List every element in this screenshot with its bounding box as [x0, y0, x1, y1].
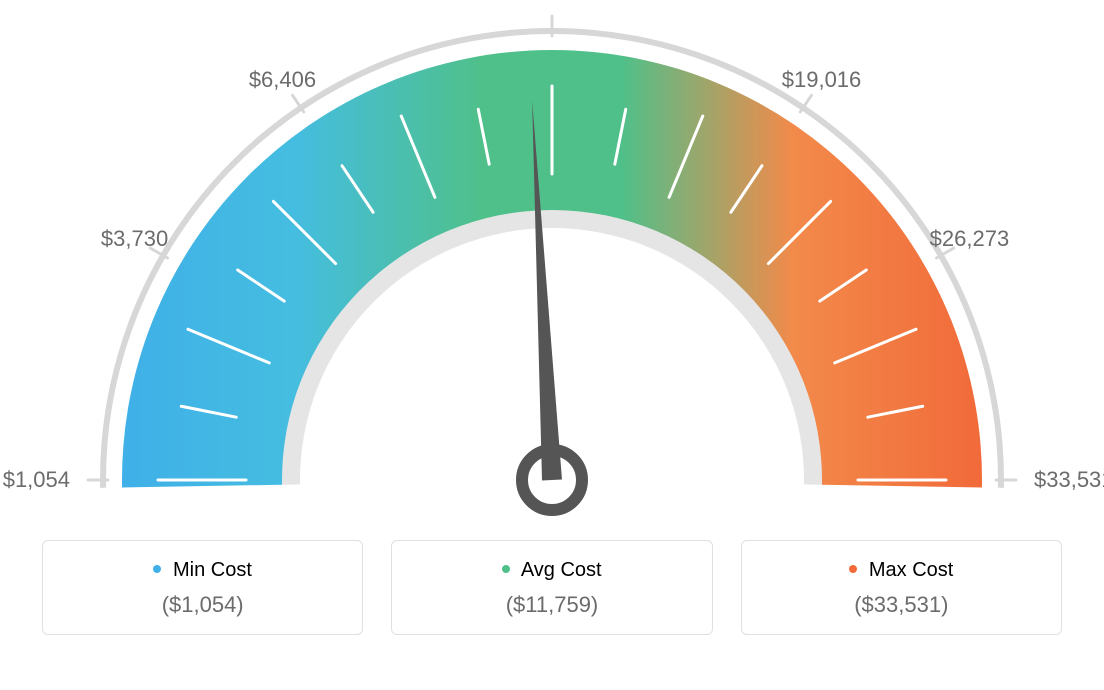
gauge-tick-label: $26,273: [930, 226, 1010, 252]
legend-card-max: Max Cost ($33,531): [741, 540, 1062, 635]
gauge-tick-label: $33,531: [1034, 467, 1104, 493]
legend-title-max: Max Cost: [752, 559, 1051, 582]
legend-title-avg-text: Avg Cost: [521, 559, 602, 581]
gauge-svg: [52, 0, 1052, 520]
legend-value-avg: ($11,759): [402, 592, 701, 618]
legend-title-max-text: Max Cost: [869, 559, 953, 581]
legend-value-min: ($1,054): [53, 592, 352, 618]
dot-icon-max: [849, 565, 857, 573]
legend-card-avg: Avg Cost ($11,759): [391, 540, 712, 635]
gauge-chart: $1,054$3,730$6,406$11,759$19,016$26,273$…: [52, 0, 1052, 520]
gauge-tick-label: $19,016: [782, 67, 862, 93]
legend-title-min: Min Cost: [53, 559, 352, 582]
dot-icon-avg: [502, 565, 510, 573]
legend-value-max: ($33,531): [752, 592, 1051, 618]
legend-card-min: Min Cost ($1,054): [42, 540, 363, 635]
legend-title-min-text: Min Cost: [173, 559, 252, 581]
legend-title-avg: Avg Cost: [402, 559, 701, 582]
gauge-tick-label: $3,730: [101, 226, 168, 252]
dot-icon-min: [153, 565, 161, 573]
legend-row: Min Cost ($1,054) Avg Cost ($11,759) Max…: [42, 540, 1062, 635]
gauge-tick-label: $1,054: [3, 467, 70, 493]
gauge-tick-label: $6,406: [249, 67, 316, 93]
